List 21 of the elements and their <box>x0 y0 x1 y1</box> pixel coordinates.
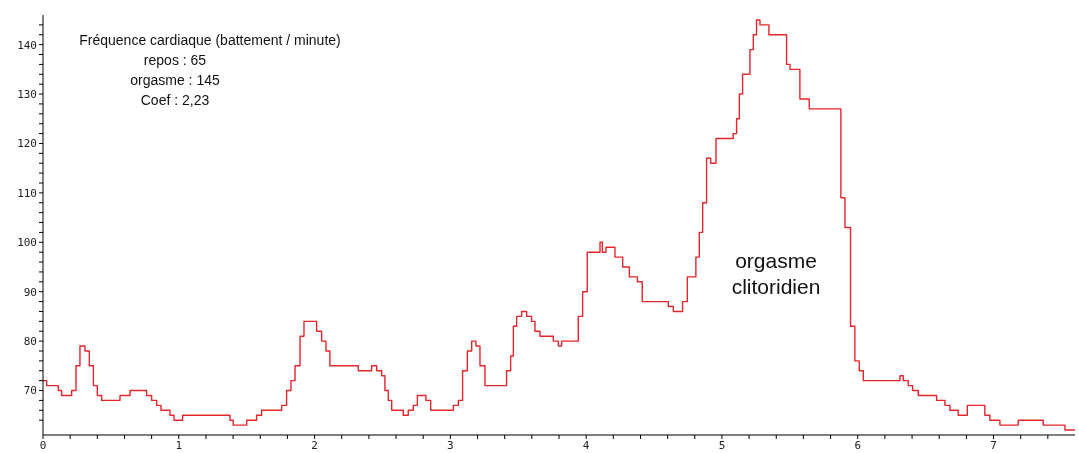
y-tick-label: 140 <box>17 38 37 52</box>
annotation: orgasme : 145 <box>130 72 220 88</box>
annotation: orgasme clitoridien <box>730 248 822 300</box>
x-tick-label: 1 <box>175 438 183 452</box>
x-tick-label: 0 <box>39 438 47 452</box>
y-tick-label: 70 <box>23 384 37 398</box>
y-tick-label: 100 <box>17 236 37 250</box>
x-tick-label: 4 <box>582 438 590 452</box>
text: Fréquence cardiaque (battement / minute) <box>78 31 342 50</box>
y-tick-label: 80 <box>23 335 37 349</box>
annotation: repos : 65 <box>142 51 208 70</box>
annotation: Coef : 2,23 <box>140 92 210 108</box>
x-tick-label: 2 <box>311 438 318 452</box>
x-tick-label: 3 <box>447 438 454 452</box>
y-tick-label: 90 <box>23 285 37 299</box>
x-tick-label: 5 <box>718 438 726 452</box>
x-tick-label: 6 <box>854 438 862 452</box>
y-tick-label: 110 <box>17 186 37 200</box>
y-tick-label: 120 <box>17 137 37 151</box>
y-tick-label: 130 <box>17 87 37 101</box>
x-tick-label: 7 <box>990 438 997 452</box>
